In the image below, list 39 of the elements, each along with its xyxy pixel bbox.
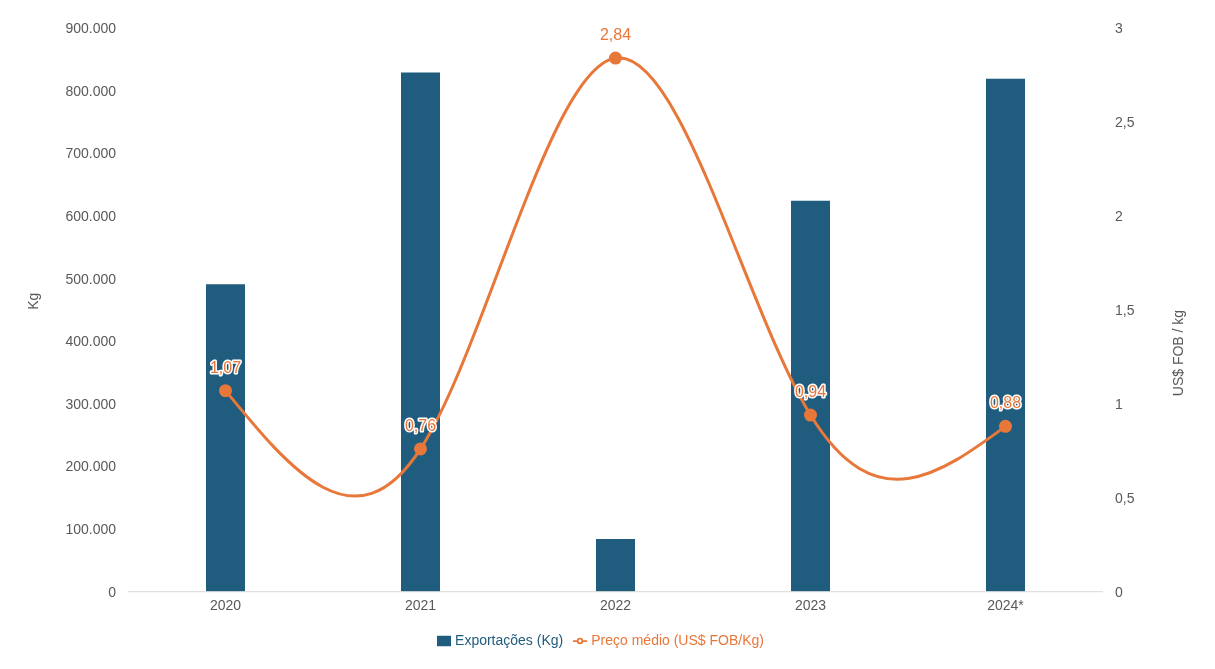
y-tick-label: 400.000 bbox=[65, 333, 117, 350]
legend-label: Exportações (Kg) bbox=[455, 631, 564, 648]
point bbox=[414, 442, 427, 456]
y-tick-label: 200.000 bbox=[65, 458, 117, 475]
y2-tick-label: 1 bbox=[1115, 395, 1123, 412]
y-tick-label: 500.000 bbox=[65, 270, 117, 287]
y2-tick-label: 2 bbox=[1115, 207, 1123, 224]
x-tick-label: 2022 bbox=[599, 596, 632, 613]
x-tick-label: 2020 bbox=[209, 596, 242, 613]
y-tick-label: 0 bbox=[108, 583, 117, 600]
y2-axis-title: US$ FOB / kg bbox=[1169, 309, 1186, 397]
x-tick-label: 2024* bbox=[987, 596, 1025, 613]
point bbox=[804, 408, 817, 422]
y2-tick-label: 0,5 bbox=[1115, 489, 1135, 506]
bar bbox=[206, 284, 245, 592]
bar bbox=[596, 539, 635, 592]
y-tick-label: 300.000 bbox=[65, 395, 117, 412]
point bbox=[219, 384, 232, 398]
y2-tick-label: 1,5 bbox=[1115, 301, 1135, 318]
y-tick-label: 700.000 bbox=[65, 145, 117, 162]
y-tick-label: 800.000 bbox=[65, 82, 117, 99]
y2-tick-label: 0 bbox=[1115, 583, 1123, 600]
y-tick-label: 100.000 bbox=[65, 521, 117, 538]
x-tick-label: 2023 bbox=[794, 596, 827, 613]
y-tick-label: 900.000 bbox=[65, 20, 117, 36]
bar bbox=[986, 78, 1025, 592]
data-label: 2,84 bbox=[599, 26, 632, 44]
data-label: 1,07 bbox=[209, 358, 242, 376]
y2-tick-label: 2,5 bbox=[1115, 113, 1135, 130]
bar bbox=[791, 200, 830, 592]
x-tick-label: 2021 bbox=[404, 596, 437, 613]
point bbox=[609, 51, 622, 65]
data-label: 0,88 bbox=[989, 394, 1022, 412]
point bbox=[999, 419, 1012, 433]
legend-label: Preço médio (US$ FOB/Kg) bbox=[591, 631, 764, 648]
y-tick-label: 600.000 bbox=[65, 207, 117, 224]
y2-tick-label: 3 bbox=[1115, 20, 1123, 36]
y-axis-title: Kg bbox=[24, 292, 41, 310]
bar bbox=[401, 72, 440, 592]
